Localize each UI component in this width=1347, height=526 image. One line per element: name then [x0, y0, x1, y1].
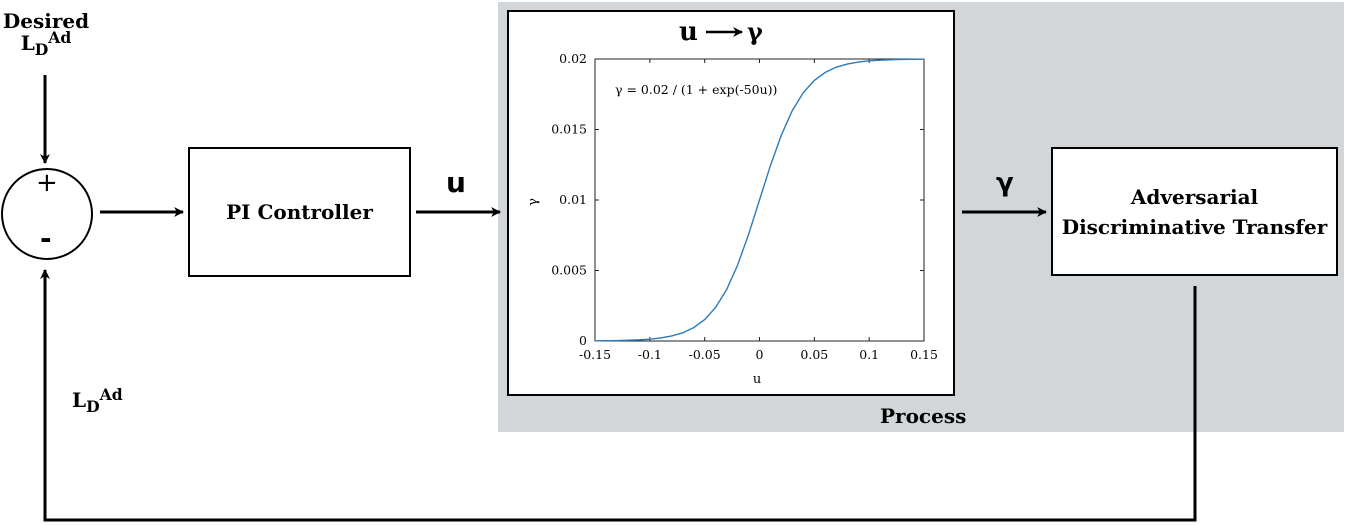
- feedback-loss-label: LDAd: [72, 384, 123, 416]
- sum-minus-sign: -: [40, 222, 52, 255]
- summing-junction: [1, 168, 93, 260]
- feedback-wire: [40, 269, 1197, 522]
- sigmoid-curve: [594, 58, 925, 342]
- desired-setpoint-label: Desired LDAd: [0, 9, 92, 59]
- adt-label-line2: Discriminative Transfer: [1061, 214, 1328, 239]
- mapping-chart-box: u γ -0.15 -0.1 -0.05 0 0.05 0.1 0.15 0 0.005 0.0…: [507, 10, 955, 396]
- gamma-signal-label: γ: [996, 168, 1014, 198]
- pi-controller-label: PI Controller: [226, 200, 373, 224]
- x-tick-label: -0.1: [638, 347, 662, 362]
- sum-plus-sign: +: [36, 168, 58, 198]
- adt-label-line1: Adversarial: [1130, 184, 1259, 209]
- y-tick-label: 0.02: [559, 51, 587, 66]
- x-tick-label: 0.05: [800, 347, 828, 362]
- y-tick-label: 0: [579, 333, 587, 348]
- curve-annotation: γ = 0.02 / (1 + exp(-50u)): [615, 82, 777, 97]
- y-tick-group: 0 0.005 0.01 0.015 0.02: [551, 51, 924, 348]
- desired-text: Desired: [2, 9, 90, 33]
- chart-title-gamma: γ: [747, 17, 763, 46]
- process-label: Process: [880, 404, 967, 428]
- u-signal-label: u: [446, 166, 466, 199]
- x-tick-group: -0.15 -0.1 -0.05 0 0.05 0.1 0.15: [579, 59, 938, 362]
- adt-block: Adversarial Discriminative Transfer: [1051, 147, 1338, 276]
- x-tick-label: 0.15: [910, 347, 938, 362]
- x-tick-label: 0.1: [859, 347, 879, 362]
- x-tick-label: 0: [756, 347, 764, 362]
- y-axis-label: γ: [526, 198, 541, 206]
- x-tick-label: -0.15: [579, 347, 611, 362]
- chart-title: u γ: [679, 17, 763, 47]
- chart-title-u: u: [679, 17, 698, 47]
- x-tick-label: -0.05: [689, 347, 721, 362]
- pi-controller-block: PI Controller: [188, 147, 411, 277]
- y-tick-label: 0.01: [559, 192, 587, 207]
- y-tick-label: 0.005: [551, 263, 587, 278]
- desired-loss-symbol: LDAd: [20, 27, 72, 59]
- sigmoid-chart: u γ -0.15 -0.1 -0.05 0 0.05 0.1 0.15 0 0.005 0.0…: [526, 17, 938, 387]
- x-axis-label: u: [753, 372, 761, 387]
- y-tick-label: 0.015: [551, 122, 587, 137]
